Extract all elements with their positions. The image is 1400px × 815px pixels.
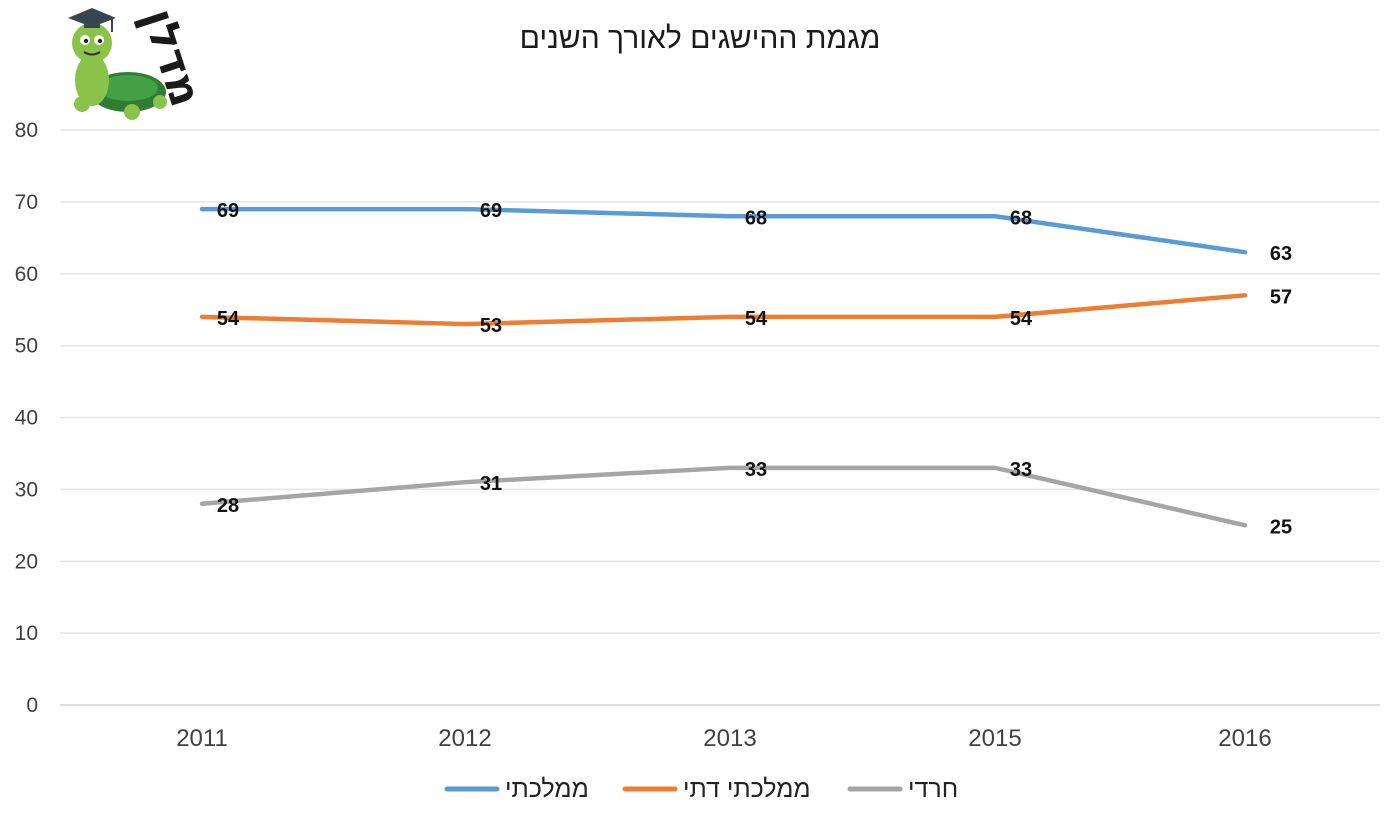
legend-label: חרדי — [908, 775, 958, 803]
legend: ממלכתי ממלכתי דתי חרדי — [444, 775, 958, 803]
series-line-0 — [199, 206, 1248, 255]
logo: מדלן — [68, 2, 211, 120]
data-label: 54 — [217, 308, 240, 330]
y-tick-label: 70 — [15, 191, 38, 214]
y-tick-label: 60 — [15, 263, 38, 286]
x-tick-label: 2013 — [703, 725, 756, 752]
data-label: 31 — [480, 473, 502, 495]
data-label: 33 — [745, 459, 767, 481]
x-tick-label: 2016 — [1218, 725, 1271, 752]
y-tick-label: 10 — [15, 622, 38, 645]
data-label: 33 — [1010, 459, 1032, 481]
data-label: 63 — [1270, 243, 1292, 265]
data-label: 68 — [745, 207, 767, 229]
legend-label: ממלכתי דתי — [683, 775, 811, 803]
gridlines — [60, 129, 1380, 706]
data-label: 54 — [745, 308, 768, 330]
chart-title: מגמת ההישגים לאורך השנים — [520, 22, 881, 55]
series-line-2 — [199, 465, 1248, 528]
x-tick-label: 2011 — [176, 725, 228, 752]
y-tick-label: 40 — [15, 407, 38, 430]
data-labels: 69 69 68 68 63 54 53 54 54 57 28 31 33 33 25 — [217, 200, 1292, 538]
data-label: 28 — [217, 495, 239, 517]
series-lines — [199, 206, 1248, 528]
y-tick-label: 0 — [26, 694, 38, 717]
x-axis-ticks: 2011 2012 2013 2015 2016 — [176, 725, 1272, 752]
y-tick-label: 80 — [15, 119, 38, 142]
series-line-1 — [199, 293, 1248, 327]
legend-label: ממלכתי — [505, 775, 589, 803]
y-tick-label: 50 — [15, 335, 38, 358]
y-tick-label: 20 — [15, 550, 38, 573]
data-label: 53 — [480, 315, 502, 337]
data-label: 69 — [217, 200, 239, 222]
x-tick-label: 2015 — [968, 725, 1021, 752]
y-axis-ticks: 0 10 20 30 40 50 60 70 80 — [15, 119, 38, 717]
y-tick-label: 30 — [15, 478, 38, 501]
data-label: 69 — [480, 200, 502, 222]
data-label: 25 — [1270, 516, 1292, 538]
x-tick-label: 2012 — [438, 725, 491, 752]
data-label: 68 — [1010, 207, 1032, 229]
data-label: 57 — [1270, 286, 1292, 308]
data-label: 54 — [1010, 308, 1033, 330]
